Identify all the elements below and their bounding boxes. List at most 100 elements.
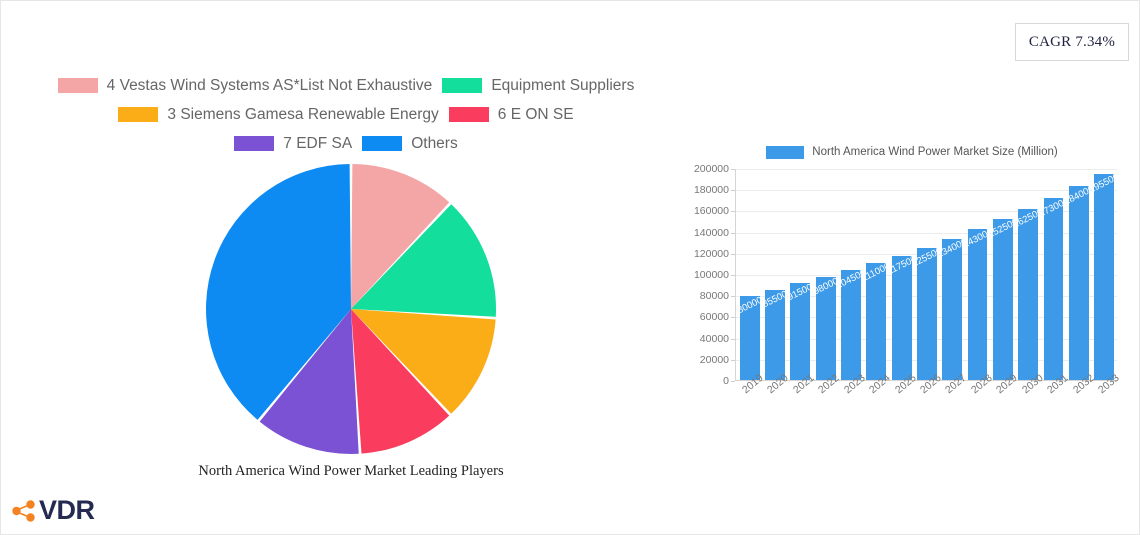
legend-item-equipment-suppliers[interactable]: Equipment Suppliers (442, 77, 634, 95)
legend-item-edf-sa[interactable]: 7 EDF SA (234, 135, 352, 153)
bar-column[interactable]: 134000 (936, 169, 969, 380)
y-axis-tick-mark (731, 381, 735, 382)
bar-column[interactable]: 195500 (1088, 169, 1121, 380)
legend-item-label: 3 Siemens Gamesa Renewable Energy (167, 105, 439, 123)
y-axis-tick-label: 120000 (693, 247, 729, 260)
y-axis-tick-label: 80000 (699, 290, 729, 303)
y-axis-tick-mark (731, 169, 735, 170)
bar[interactable]: 195500 (1088, 171, 1121, 380)
bar[interactable]: 104500 (834, 267, 868, 380)
legend-item-eon-se[interactable]: 6 E ON SE (448, 105, 574, 124)
bar[interactable]: 111000 (860, 261, 892, 380)
bar-value-label: 143000 (960, 226, 995, 251)
bar-column[interactable]: 152500 (986, 169, 1020, 380)
bar-value-label: 162500 (1011, 206, 1045, 230)
legend-row: 4 Vestas Wind Systems AS*List Not Exhaus… (1, 71, 691, 100)
y-axis-tick-mark (731, 190, 735, 192)
plot-grid: 80000 85500 91500 98000 104500 111000 117500 12… (735, 169, 1121, 381)
bar-column[interactable]: 125500 (910, 169, 944, 380)
legend-item-label: 7 EDF SA (283, 134, 353, 152)
legend-item-label: 6 E ON SE (497, 105, 574, 123)
legend-item-siemens-gamesa[interactable]: 3 Siemens Gamesa Renewable Energy (118, 105, 439, 124)
bar-column[interactable]: 184000 (1062, 169, 1096, 380)
bar-legend-label: North America Wind Power Market Size (Mi… (812, 146, 1058, 158)
bar-column[interactable]: 143000 (961, 169, 994, 380)
bar-column[interactable]: 173000 (1037, 169, 1070, 380)
bar-chart-legend[interactable]: North America Wind Power Market Size (Mi… (677, 141, 1127, 163)
y-axis-tick-label: 200000 (693, 163, 729, 175)
y-axis-tick-mark (731, 338, 735, 340)
bar-column[interactable]: 98000 (811, 169, 840, 380)
pie-slice[interactable] (351, 309, 450, 454)
bar[interactable]: 162500 (1012, 206, 1045, 380)
y-axis-tick-mark (731, 296, 735, 298)
legend-swatch-icon (448, 107, 489, 122)
bar[interactable]: 125500 (910, 245, 944, 380)
y-axis-tick-label: 60000 (699, 311, 729, 324)
bar-column[interactable]: 85500 (761, 169, 789, 380)
y-axis-tick-mark (731, 253, 735, 255)
bar[interactable]: 173000 (1037, 195, 1070, 380)
grid-line (736, 232, 1117, 234)
bar-value-label: 173000 (1036, 195, 1071, 219)
bar-value-label: 104500 (834, 267, 868, 292)
y-axis-tick-label: 0 (723, 375, 729, 387)
bar[interactable]: 117500 (885, 254, 918, 380)
bar-column[interactable]: 80000 (735, 169, 764, 380)
bar-value-label: 134000 (935, 236, 969, 261)
bar-value-label: 80000 (735, 294, 764, 316)
pie-slice-group (205, 164, 497, 454)
bar-value-label: 98000 (811, 275, 840, 297)
bar[interactable]: 152500 (986, 217, 1020, 380)
pie-slice[interactable] (205, 164, 351, 420)
legend-item-label: Others (411, 134, 458, 152)
legend-row: 7 EDF SA Others (1, 129, 691, 158)
pie-legend: 4 Vestas Wind Systems AS*List Not Exhaus… (1, 71, 691, 158)
bar[interactable]: 85500 (761, 289, 789, 380)
bar[interactable]: 91500 (786, 282, 815, 380)
bar-value-label: 125500 (910, 245, 944, 270)
pie-slice[interactable] (351, 309, 496, 414)
bar-value-label: 85500 (760, 288, 790, 311)
pie-slice[interactable] (351, 164, 450, 309)
bar[interactable]: 80000 (735, 294, 764, 380)
grid-line (736, 211, 1117, 213)
bar-value-label: 117500 (885, 253, 918, 278)
bar-value-label: 152500 (986, 216, 1020, 241)
legend-item-vestas[interactable]: 4 Vestas Wind Systems AS*List Not Exhaus… (57, 77, 432, 95)
y-axis-tick-mark (731, 232, 735, 234)
legend-swatch-icon (57, 78, 98, 93)
bar-chart: North America Wind Power Market Size (Mi… (677, 141, 1127, 413)
bar[interactable]: 143000 (961, 227, 994, 380)
bar[interactable]: 184000 (1062, 183, 1096, 380)
y-axis-tick-mark (731, 317, 735, 319)
pie-chart-svg[interactable] (196, 159, 506, 459)
bar-column[interactable]: 104500 (834, 169, 868, 380)
y-axis-tick-label: 140000 (693, 226, 729, 239)
bar-value-label: 91500 (786, 282, 815, 304)
pie-chart: North America Wind Power Market Leading … (161, 159, 541, 479)
legend-swatch-icon (234, 136, 275, 151)
grid-line (736, 169, 1117, 170)
legend-item-label: Equipment Suppliers (491, 76, 635, 94)
pie-slice[interactable] (351, 204, 497, 317)
share-network-icon (12, 499, 35, 522)
bar[interactable]: 98000 (811, 275, 840, 380)
y-axis-tick-label: 160000 (693, 205, 729, 218)
bar[interactable]: 134000 (936, 236, 969, 380)
bar-column[interactable]: 162500 (1012, 169, 1045, 380)
y-axis-tick-label: 40000 (699, 332, 729, 345)
y-axis-tick-mark (731, 359, 735, 361)
legend-item-others[interactable]: Others (362, 135, 458, 153)
legend-row: 3 Siemens Gamesa Renewable Energy 6 E ON… (1, 100, 691, 129)
y-axis-tick-label: 20000 (699, 353, 729, 366)
bar-column[interactable]: 91500 (786, 169, 815, 380)
vdr-logo: VDR (11, 495, 95, 526)
bar-value-label: 184000 (1062, 183, 1096, 208)
bar-column[interactable]: 117500 (885, 169, 918, 380)
pie-slice[interactable] (259, 309, 359, 454)
bar-column[interactable]: 111000 (860, 169, 892, 380)
y-axis-tick-mark (731, 275, 735, 276)
cagr-badge: CAGR 7.34% (1015, 23, 1129, 61)
y-axis-tick-label: 180000 (693, 184, 729, 197)
